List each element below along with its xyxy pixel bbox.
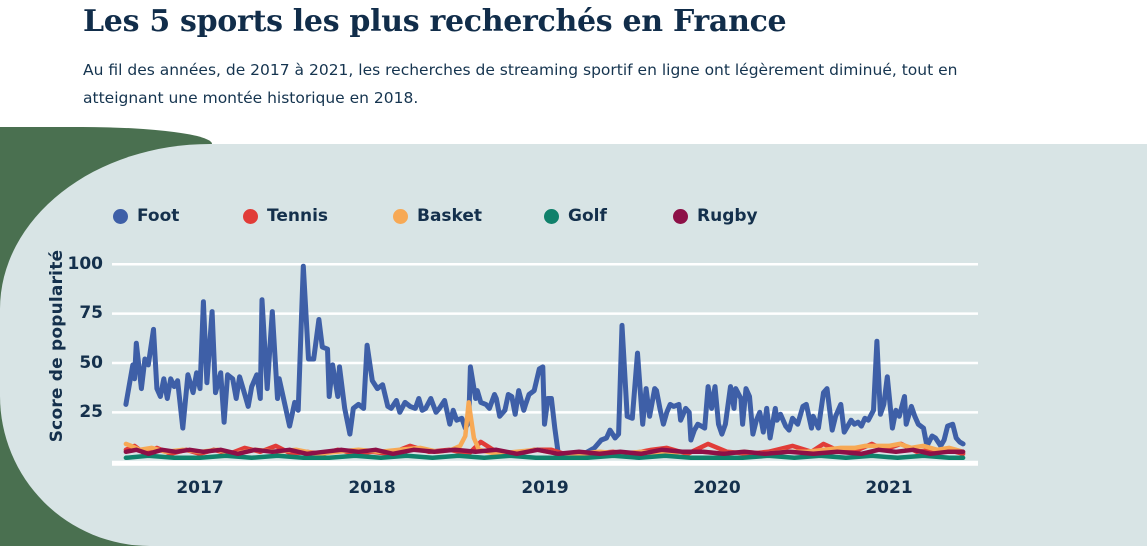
x-tick-2017: 2017 <box>176 478 224 498</box>
rugby-series-dot-icon <box>673 208 688 224</box>
chart-panel <box>0 144 1147 546</box>
chart-legend: Foot Tennis Basket Golf Rugby <box>0 206 1147 226</box>
series-line-rugby <box>123 447 966 457</box>
golf-series-dot-icon <box>544 208 559 224</box>
legend-item-rugby[interactable]: Rugby <box>673 206 758 226</box>
legend-label: Golf <box>568 206 607 226</box>
series-line-golf <box>123 453 966 461</box>
y-tick-75: 75 <box>79 303 103 323</box>
page-subtitle: Au fil des années, de 2017 à 2021, les r… <box>83 61 958 107</box>
series-line-foot <box>123 263 966 459</box>
x-tick-2019: 2019 <box>521 478 569 498</box>
y-tick-50: 50 <box>79 353 103 373</box>
page-title: Les 5 sports les plus recherchés en Fran… <box>83 4 787 39</box>
x-tick-2021: 2021 <box>865 478 913 498</box>
legend-item-golf[interactable]: Golf <box>544 206 607 226</box>
legend-label: Tennis <box>267 206 329 226</box>
x-tick-2018: 2018 <box>348 478 396 498</box>
x-tick-2020: 2020 <box>693 478 741 498</box>
legend-label: Basket <box>417 206 483 226</box>
y-tick-100: 100 <box>67 254 104 274</box>
legend-item-foot[interactable]: Foot <box>113 206 179 226</box>
basket-series-dot-icon <box>393 208 408 224</box>
y-tick-25: 25 <box>79 402 103 422</box>
foot-series-dot-icon <box>113 208 128 224</box>
header: Les 5 sports les plus recherchés en Fran… <box>83 0 1023 112</box>
legend-item-basket[interactable]: Basket <box>393 206 482 226</box>
legend-item-tennis[interactable]: Tennis <box>243 206 328 226</box>
legend-label: Rugby <box>697 206 758 226</box>
legend-label: Foot <box>137 206 180 226</box>
tennis-series-dot-icon <box>243 208 258 224</box>
